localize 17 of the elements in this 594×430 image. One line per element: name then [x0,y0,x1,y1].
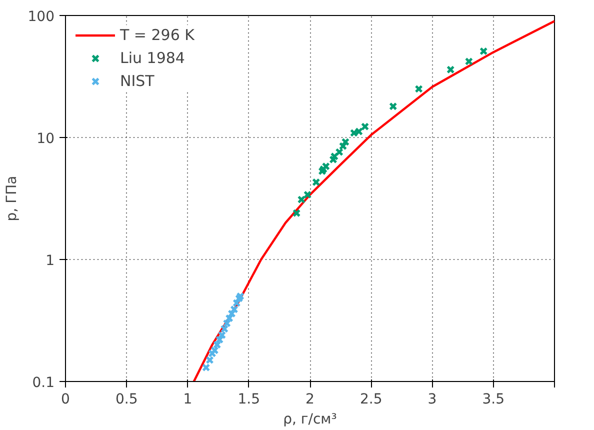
x-tick-label: 0 [61,392,70,408]
y-tick-label: 0.1 [32,375,54,391]
y-tick-label: 100 [28,9,55,25]
x-tick-label: 0.5 [115,392,138,408]
x-tick-label: 3 [428,392,437,408]
x-tick-label: 3.5 [482,392,505,408]
x-tick-label: 2.5 [360,392,382,408]
x-tick-label: 2 [306,392,314,408]
x-tick-label: 1 [183,392,192,408]
x-axis-title: ρ, г/см³ [283,412,337,428]
legend-label: NIST [120,72,154,90]
y-tick-label: 1 [46,253,55,269]
x-tick-label: 1.5 [238,392,260,408]
legend-label: Liu 1984 [120,49,185,67]
y-axis-title: p, ГПа [4,176,20,222]
y-tick-label: 10 [36,131,55,147]
legend-label: T = 296 K [120,26,195,44]
